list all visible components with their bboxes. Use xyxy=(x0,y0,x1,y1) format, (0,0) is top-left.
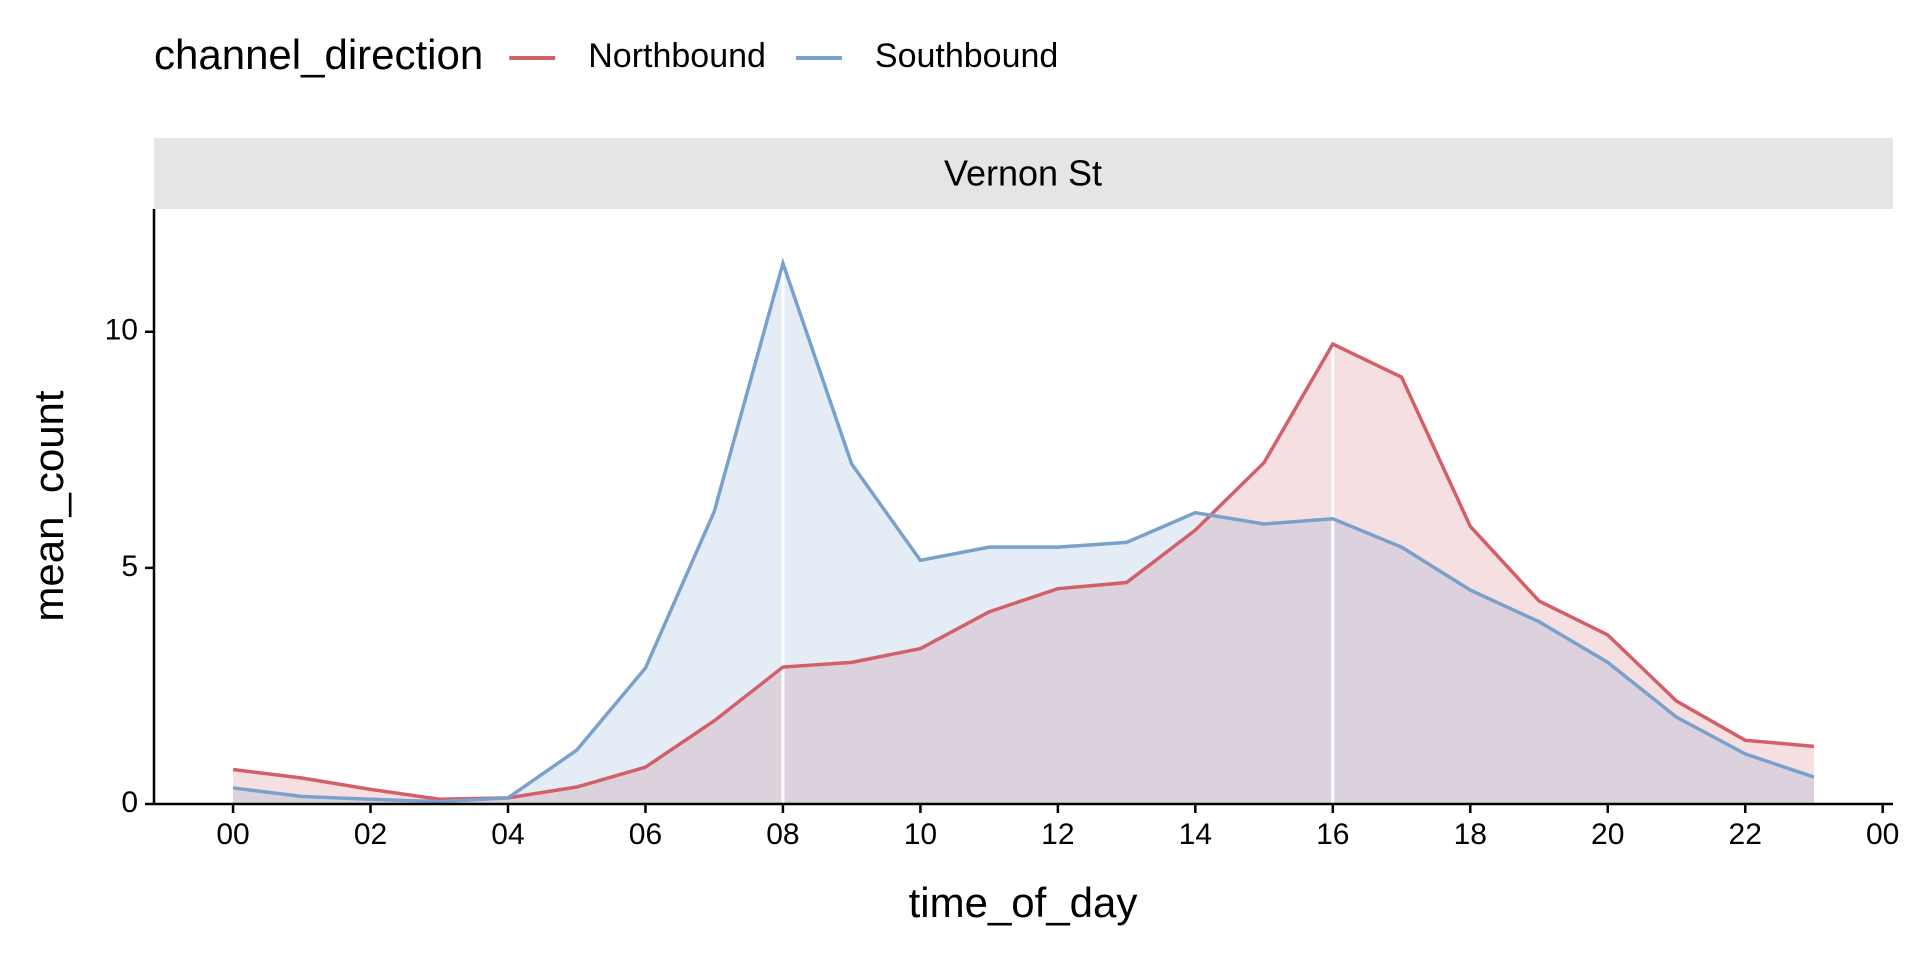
y-tick-label: 10 xyxy=(105,314,138,347)
legend-title: channel_direction xyxy=(154,31,483,78)
line xyxy=(232,257,1815,804)
x-tick-label: 12 xyxy=(1041,818,1074,851)
x-tick-label: 00 xyxy=(216,818,249,851)
x-tick-label: 02 xyxy=(354,818,387,851)
y-axis-title: mean_count xyxy=(25,390,72,621)
x-axis-title: time_of_day xyxy=(909,879,1138,926)
y-tick-label: 0 xyxy=(121,786,138,819)
x-tick-label: 20 xyxy=(1591,818,1624,851)
x-tick-label: 04 xyxy=(491,818,524,851)
legend-label: Southbound xyxy=(875,37,1058,75)
legend-label: Northbound xyxy=(588,37,766,75)
y-tick-label: 5 xyxy=(121,550,138,583)
facet-label: Vernon St xyxy=(944,153,1102,194)
x-tick-label: 22 xyxy=(1729,818,1762,851)
x-tick-label: 14 xyxy=(1179,818,1212,851)
x-tick-label: 08 xyxy=(766,818,799,851)
area xyxy=(233,263,1814,804)
facet-strip xyxy=(154,138,1893,209)
x-tick-label: 18 xyxy=(1454,818,1487,851)
x-tick-label: 06 xyxy=(629,818,662,851)
x-tick-label: 16 xyxy=(1316,818,1349,851)
x-tick-label: 10 xyxy=(904,818,937,851)
area xyxy=(233,344,1814,804)
x-tick-label: 00 xyxy=(1866,818,1899,851)
